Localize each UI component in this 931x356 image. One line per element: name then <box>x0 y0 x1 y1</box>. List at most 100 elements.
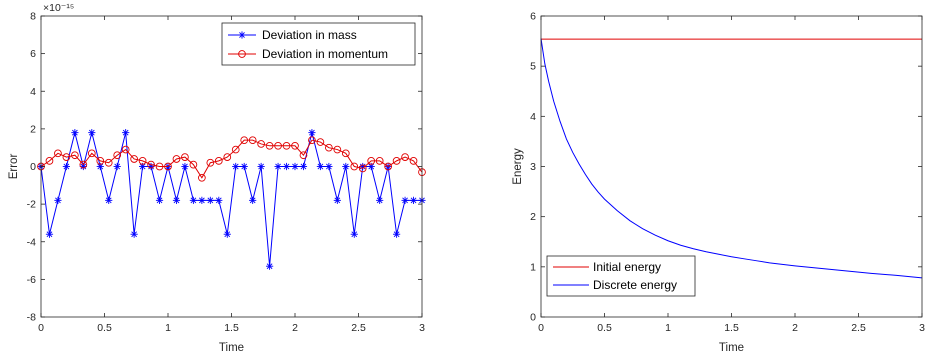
series-deviation-in-mass-point-39 <box>367 162 375 171</box>
series-deviation-in-mass-point-21 <box>215 196 223 204</box>
series-deviation-in-mass-point-14 <box>155 196 164 204</box>
series-deviation-in-mass-point-17 <box>181 162 189 171</box>
error-y-axis-label: Error <box>8 154 20 180</box>
series-deviation-in-momentum-point-17 <box>181 153 189 161</box>
series-deviation-in-mass-line <box>40 132 422 267</box>
series-deviation-in-mass-point-42 <box>393 230 401 238</box>
series-deviation-in-mass-point-6 <box>88 129 96 137</box>
x-tick-label-1: 0.5 <box>97 322 112 334</box>
series-deviation-in-mass-point-43 <box>401 196 409 204</box>
y-tick-label-4: 4 <box>530 111 536 123</box>
series-deviation-in-mass-point-6-d2 <box>88 129 95 136</box>
y-tick-label-2: 2 <box>530 211 536 223</box>
series-deviation-in-momentum-point-16 <box>172 155 181 163</box>
series-deviation-in-momentum-point-27 <box>265 141 274 150</box>
series-deviation-in-momentum-point-3 <box>62 153 71 161</box>
series-deviation-in-mass-point-23-d2 <box>232 163 239 170</box>
series-deviation-in-momentum-point-14 <box>155 162 164 171</box>
series-deviation-in-mass-point-4-d2 <box>72 129 78 136</box>
energy-y-axis-label: Energy <box>512 148 524 185</box>
series-deviation-in-mass-point-25-d2 <box>249 197 256 204</box>
series-deviation-in-momentum-point-40 <box>375 157 384 165</box>
series-deviation-in-momentum-point-44 <box>409 157 418 165</box>
series-deviation-in-mass-point-19-d2 <box>199 197 205 204</box>
series-deviation-in-mass-point-30-d2 <box>292 163 298 170</box>
series-deviation-in-mass-point-29-d2 <box>283 163 290 170</box>
series-deviation-in-mass-point-42-d2 <box>393 231 400 238</box>
series-deviation-in-momentum-point-1 <box>45 157 54 165</box>
series-deviation-in-mass-point-29 <box>282 162 291 171</box>
series-deviation-in-mass-point-36-d2 <box>342 163 349 170</box>
series-deviation-in-mass-point-25 <box>249 196 257 204</box>
series-deviation-in-mass-point-34 <box>325 162 333 171</box>
x-tick-label-1: 0.5 <box>597 322 612 334</box>
legend-label-mass: Deviation in mass <box>262 28 357 42</box>
series-deviation-in-momentum-point-30 <box>291 141 299 150</box>
error-exponent-label: ×10⁻¹⁵ <box>43 2 74 14</box>
series-deviation-in-mass-point-14-d2 <box>156 197 163 204</box>
series-deviation-in-mass-point-12 <box>139 162 147 171</box>
series-deviation-in-momentum-point-13 <box>147 160 155 169</box>
series-deviation-in-mass-point-26-d2 <box>258 163 264 170</box>
x-tick-label-5: 2.5 <box>851 322 866 334</box>
series-deviation-in-mass-point-37 <box>350 230 358 238</box>
y-tick-label-0: -8 <box>27 312 36 324</box>
x-tick-label-0: 0 <box>38 322 44 334</box>
series-deviation-in-mass-point-40-d2 <box>376 197 383 204</box>
series-deviation-in-momentum-point-35 <box>333 145 342 154</box>
x-tick-label-6: 3 <box>919 322 925 334</box>
error-plot-area <box>41 16 422 317</box>
legend-marker-1 <box>238 50 246 58</box>
series-deviation-in-mass-point-18-d2 <box>190 197 197 204</box>
legend-label-momentum: Deviation in momentum <box>262 47 388 61</box>
y-tick-label-8: 8 <box>30 11 36 23</box>
legend-label-initial-energy: Initial energy <box>593 260 661 274</box>
series-deviation-in-mass-point-23 <box>232 162 240 171</box>
series-deviation-in-momentum-point-38 <box>358 164 367 173</box>
series-deviation-in-mass-point-35-d2 <box>334 197 341 204</box>
x-tick-label-3: 1.5 <box>724 322 739 334</box>
x-tick-label-2: 1 <box>665 322 671 334</box>
series-deviation-in-momentum-point-23 <box>231 145 240 154</box>
series-deviation-in-momentum-point-5 <box>79 160 88 169</box>
y-tick-label-4: 0 <box>30 161 36 173</box>
series-deviation-in-mass-point-36 <box>342 162 350 171</box>
error-x-axis-label: Time <box>219 342 244 354</box>
series-deviation-in-mass-point-21-d2 <box>215 197 222 204</box>
series-deviation-in-mass-point-16 <box>172 196 181 204</box>
series-deviation-in-mass-point-1-d2 <box>46 231 53 238</box>
series-deviation-in-momentum-point-22 <box>223 153 232 161</box>
series-deviation-in-mass-point-8-d2 <box>105 197 112 204</box>
series-deviation-in-momentum-point-19 <box>198 173 206 182</box>
x-tick-label-4: 2 <box>292 322 298 334</box>
series-deviation-in-mass-point-20 <box>206 196 214 204</box>
series-deviation-in-momentum-point-8 <box>104 158 113 167</box>
series-deviation-in-momentum-point-25 <box>248 136 257 145</box>
series-deviation-in-mass-point-8 <box>105 196 113 204</box>
series-deviation-in-momentum-point-4 <box>71 151 79 160</box>
series-deviation-in-mass-point-22-d2 <box>224 231 231 238</box>
energy-chart-ticks: 0 0.5 1 1.5 2 2.5 3 0 1 2 3 4 5 6 <box>530 11 925 335</box>
series-deviation-in-mass-point-9-d2 <box>114 163 121 170</box>
series-deviation-in-mass-point-3 <box>62 162 70 171</box>
y-tick-label-3: 3 <box>530 161 536 173</box>
y-tick-label-5: 5 <box>530 61 536 73</box>
error-chart: 0 0.5 1 1.5 2 2.5 3 -8 -6 -4 -2 0 2 4 6 8 ×10⁻¹⁵ Time E… <box>8 2 426 354</box>
error-chart-marks <box>37 129 426 270</box>
series-deviation-in-momentum-point-18 <box>189 160 198 169</box>
x-tick-label-2: 1 <box>165 322 171 334</box>
series-deviation-in-momentum-point-9 <box>113 151 122 160</box>
y-tick-label-3: -2 <box>27 199 36 211</box>
series-deviation-in-momentum-point-21 <box>214 157 223 165</box>
series-deviation-in-momentum-point-2 <box>54 149 62 158</box>
series-deviation-in-mass-point-10 <box>122 129 130 137</box>
error-legend: Deviation in mass Deviation in momentum <box>221 22 416 66</box>
series-deviation-in-mass-point-43-d2 <box>402 197 408 204</box>
x-tick-label-5: 2.5 <box>351 322 366 334</box>
series-deviation-in-momentum-point-29 <box>282 141 291 150</box>
series-deviation-in-momentum-point-6 <box>87 149 96 158</box>
energy-chart: 0 0.5 1 1.5 2 2.5 3 0 1 2 3 4 5 6 Time Energy Initial… <box>512 11 925 355</box>
x-tick-label-4: 2 <box>792 322 798 334</box>
series-deviation-in-momentum-point-7 <box>96 157 105 165</box>
